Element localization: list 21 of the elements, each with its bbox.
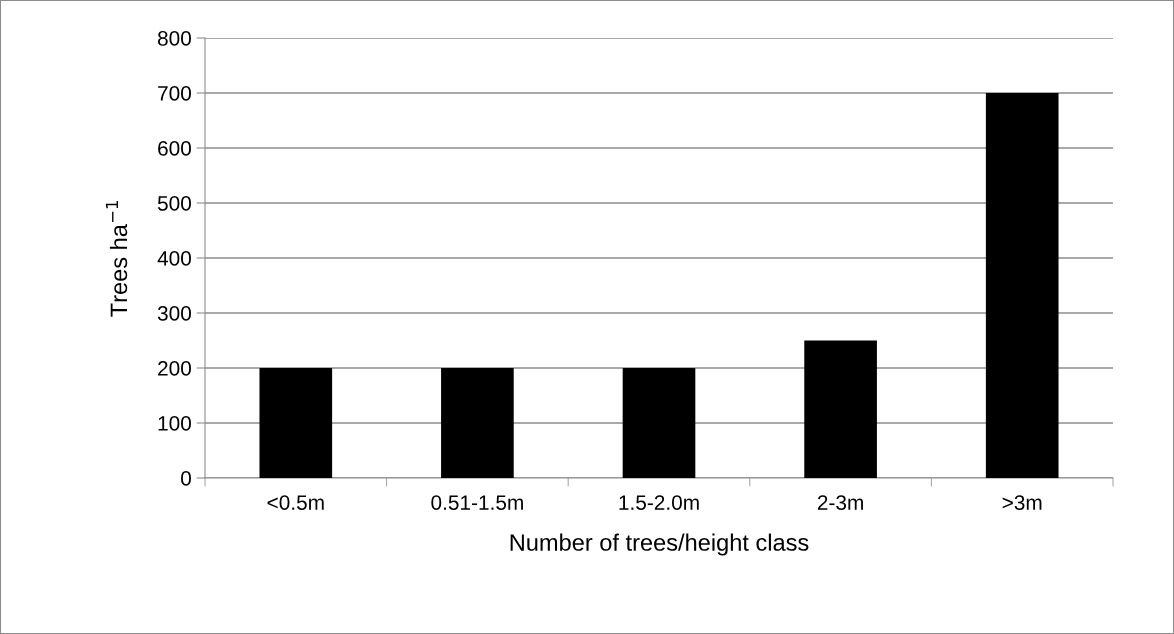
- x-tick-label: 1.5-2.0m: [619, 495, 699, 510]
- y-tick-label: 400: [157, 251, 191, 266]
- x-tick-label: <0.5m: [267, 495, 324, 510]
- y-tick-label: 700: [158, 86, 191, 101]
- x-axis-title: Number of trees/height class: [510, 533, 809, 556]
- x-tick-label: 0.51-1.5m: [431, 495, 523, 510]
- bar: [259, 368, 333, 478]
- bar: [622, 368, 696, 478]
- x-tick-label: 2-3m: [817, 495, 863, 510]
- bar: [441, 368, 514, 478]
- y-tick-label: 300: [157, 306, 191, 321]
- y-tick-label: 200: [158, 361, 191, 376]
- bar: [804, 340, 877, 478]
- y-tick-label: 500: [157, 196, 191, 211]
- x-tick-label: >3m: [1002, 495, 1042, 510]
- y-axis-title: Trees ha$^{−1}$: [105, 201, 128, 317]
- y-tick-label: 800: [157, 31, 191, 46]
- y-tick-label: 0: [181, 471, 191, 486]
- bar: [985, 93, 1059, 478]
- y-tick-label: 100: [158, 416, 191, 431]
- y-tick-label: 600: [158, 141, 191, 156]
